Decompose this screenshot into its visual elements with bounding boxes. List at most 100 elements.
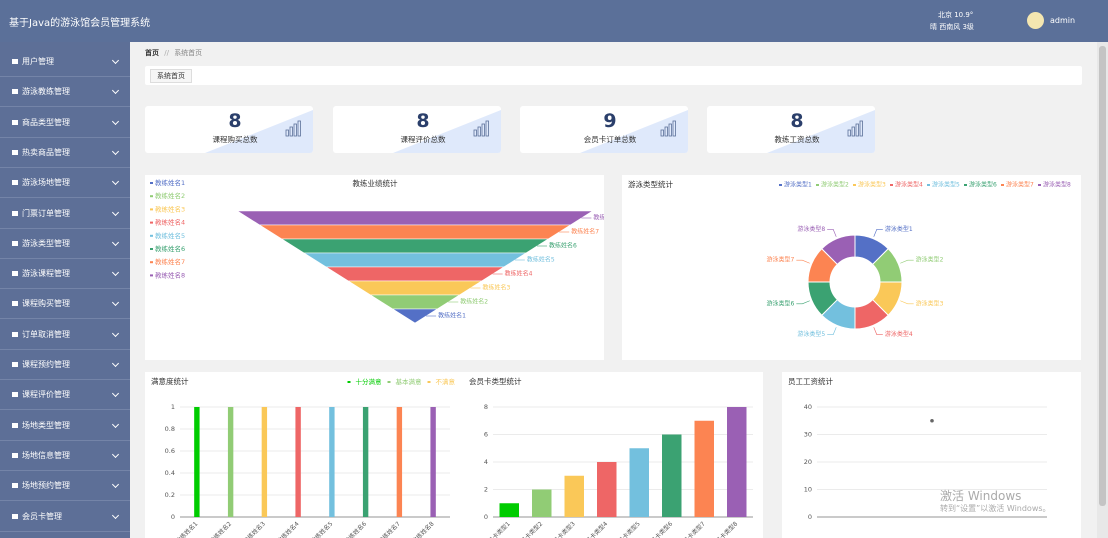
y-tick-label: 0.4 — [165, 469, 175, 477]
card-icon — [859, 120, 863, 137]
y-tick-label: 0 — [484, 513, 488, 521]
card-icon — [668, 123, 672, 137]
legend-swatch — [853, 184, 856, 186]
watermark-text: 转到“设置”以激活 Windows。 — [940, 504, 1051, 513]
menu-item[interactable]: 课程购买管理 — [0, 289, 130, 320]
card-decor — [580, 110, 688, 153]
menu-item[interactable]: 会员卡管理 — [0, 502, 130, 532]
scrollbar[interactable] — [1097, 42, 1108, 538]
x-tick-label: 会员卡类型7 — [677, 520, 707, 538]
menu-item[interactable]: 热卖商品管理 — [0, 138, 130, 168]
x-tick-label: 会员卡类型1 — [482, 520, 512, 538]
funnel-label: 教练姓名6 — [549, 242, 577, 250]
legend-label: 教练姓名8 — [155, 270, 185, 279]
legend-label: 教练姓名2 — [155, 191, 185, 200]
scroll-thumb[interactable] — [1099, 46, 1106, 506]
y-tick-label: 20 — [804, 458, 812, 466]
bar — [396, 407, 403, 517]
funnel-layer — [325, 266, 505, 282]
card-icon — [289, 126, 293, 137]
menu-item[interactable]: 场地类型管理 — [0, 411, 130, 441]
y-tick-label: 0.8 — [165, 425, 175, 433]
card-icon — [293, 123, 297, 137]
card-wedge — [205, 110, 313, 153]
legend-swatch — [150, 195, 153, 198]
user-name[interactable]: admin — [1050, 16, 1076, 25]
menu-item[interactable]: 订单取消管理 — [0, 320, 130, 350]
stat-label: 会员卡订单总数 — [583, 135, 637, 144]
pie-slice — [821, 234, 856, 266]
legend-label: 游泳类型7 — [1006, 181, 1034, 189]
legend-swatch — [1038, 184, 1041, 186]
app-title: 基于Java的游泳馆会员管理系统 — [9, 18, 151, 29]
funnel-label: 教练姓名5 — [527, 256, 555, 264]
legend-swatch — [150, 208, 153, 211]
bar — [532, 489, 552, 517]
funnel-label: 教练姓名7 — [571, 228, 599, 236]
breadcrumb: 首页 // 系统首页 — [145, 48, 202, 58]
x-tick-label: 会员卡类型4 — [580, 520, 610, 538]
y-tick-label: 0 — [171, 513, 175, 521]
menu-item[interactable]: 课程评价管理 — [0, 380, 130, 411]
label-line — [827, 327, 837, 335]
watermark-title: 激活 Windows — [940, 489, 1022, 503]
bar — [194, 407, 200, 517]
y-tick-label: 30 — [804, 431, 812, 439]
bar — [227, 407, 234, 517]
y-tick-label: 10 — [804, 486, 812, 494]
funnel-layer — [303, 252, 527, 268]
legend-label: 游泳类型2 — [821, 181, 849, 189]
funnel-layer — [280, 238, 550, 254]
card-wedge — [580, 110, 688, 153]
label-line — [827, 229, 837, 237]
card-icon — [473, 129, 477, 137]
x-tick-label: 教练姓名8 — [410, 520, 435, 538]
menu-item[interactable]: 课程预约管理 — [0, 350, 130, 380]
menu-item[interactable]: 商品类型管理 — [0, 108, 130, 138]
card-icon — [855, 123, 859, 137]
x-tick-label: 会员卡类型6 — [645, 520, 675, 538]
y-tick-label: 0.2 — [165, 491, 175, 499]
menu-item[interactable]: 游泳场地管理 — [0, 168, 130, 199]
menu-item[interactable]: 场地信息管理 — [0, 441, 130, 471]
legend-label: 教练姓名1 — [155, 178, 185, 187]
bar — [597, 462, 617, 517]
legend-swatch — [347, 381, 351, 383]
card-icon — [477, 126, 481, 137]
menu-item[interactable]: 门票订单管理 — [0, 199, 130, 229]
tab[interactable]: 系统首页 — [150, 69, 192, 83]
pie-label: 游泳类型5 — [797, 330, 825, 338]
legend-label: 教练姓名7 — [155, 257, 185, 266]
x-tick-label: 教练姓名4 — [275, 520, 300, 538]
point — [930, 418, 934, 423]
x-tick-label: 会员卡类型3 — [547, 520, 577, 538]
pie-label: 游泳类型3 — [916, 299, 944, 307]
y-tick-label: 40 — [804, 403, 812, 411]
pie-label: 游泳类型8 — [797, 225, 825, 233]
x-tick-label: 教练姓名7 — [377, 520, 402, 538]
menu-item[interactable]: 游泳课程管理 — [0, 259, 130, 290]
legend-swatch — [1001, 184, 1004, 186]
legend-label: 十分满意 — [356, 377, 383, 386]
legend-swatch — [964, 184, 967, 186]
legend-swatch — [427, 381, 431, 383]
legend-label: 游泳类型8 — [1043, 181, 1071, 189]
card-icon — [664, 126, 668, 137]
chart-title: 游泳类型统计 — [628, 179, 673, 189]
funnel-label: 教练姓名8 — [593, 214, 604, 222]
menu-item[interactable]: 游泳类型管理 — [0, 229, 130, 259]
menu-item[interactable]: 用户管理 — [0, 47, 130, 77]
label-line — [873, 327, 883, 335]
chart-title: 满意度统计 — [151, 376, 189, 386]
label-line — [873, 229, 883, 237]
menu-item[interactable]: 场地预约管理 — [0, 471, 130, 502]
y-tick-label: 6 — [484, 431, 488, 439]
legend-swatch — [150, 234, 153, 237]
avatar[interactable] — [1027, 12, 1044, 29]
breadcrumb-home[interactable]: 首页 — [145, 49, 159, 57]
menu-item[interactable]: 游泳教练管理 — [0, 77, 130, 108]
legend-swatch — [816, 184, 819, 186]
card-icon — [672, 120, 676, 137]
stat-label: 教练工资总数 — [774, 135, 820, 144]
